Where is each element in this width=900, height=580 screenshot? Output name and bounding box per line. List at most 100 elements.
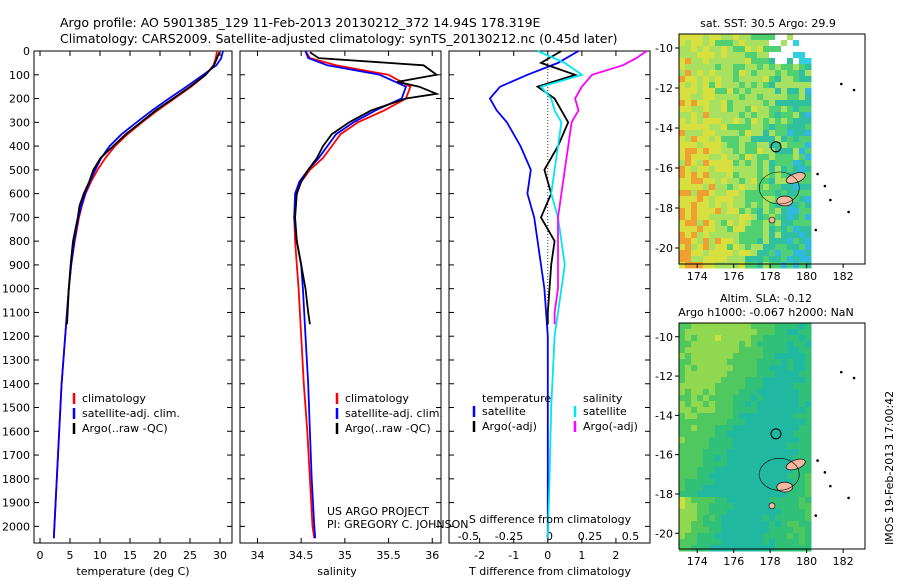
map-cell [691, 262, 698, 269]
map-cell [703, 94, 710, 101]
map-cell [769, 88, 776, 95]
map-cell [721, 196, 728, 203]
map-cell [697, 521, 704, 528]
map-cell [805, 359, 812, 366]
map-cell [763, 341, 770, 348]
map-cell [697, 136, 704, 143]
map-cell [793, 329, 800, 336]
map-cell [799, 136, 806, 143]
map-cell [757, 58, 764, 65]
map-cell [805, 220, 812, 227]
map-cell [709, 112, 716, 119]
map-cell [751, 160, 758, 167]
map-cell [739, 401, 746, 408]
map-cell [691, 232, 698, 239]
map-cell [781, 407, 788, 414]
map-cell [799, 455, 806, 462]
map-cell [781, 172, 788, 179]
map-cell [799, 262, 806, 269]
map-cell [727, 100, 734, 107]
map-cell [799, 485, 806, 492]
map-cell [781, 521, 788, 528]
map-cell [781, 184, 788, 191]
map-cell [775, 130, 782, 137]
map-cell [805, 226, 812, 233]
map-x-tick-label: 174 [687, 270, 708, 283]
map-cell [691, 106, 698, 113]
map-cell [685, 166, 692, 173]
map-cell [691, 395, 698, 402]
map-cell [733, 208, 740, 215]
map-cell [715, 196, 722, 203]
map-cell [733, 262, 740, 269]
map-cell [691, 377, 698, 384]
map-cell [745, 401, 752, 408]
map-cell [787, 383, 794, 390]
map-cell [805, 124, 812, 131]
map-frame [678, 33, 866, 265]
map-cell [787, 208, 794, 215]
map-islet [823, 471, 827, 474]
map-cell [685, 383, 692, 390]
map-cell [799, 88, 806, 95]
map-cell [769, 118, 776, 125]
map-cell [793, 359, 800, 366]
temperature-plot: 0 5 10 15 20 25 300100200300400500600700800900… [2, 45, 232, 562]
map-cell [721, 190, 728, 197]
map-cell [733, 106, 740, 113]
map-cell [781, 208, 788, 215]
map-cell [769, 353, 776, 360]
map-cell [733, 443, 740, 450]
map-cell [757, 172, 764, 179]
map-cell [757, 82, 764, 89]
map-cell [709, 166, 716, 173]
map-islet [852, 88, 856, 92]
map-cell [727, 154, 734, 161]
map-cell [799, 46, 806, 53]
map-cell [733, 244, 740, 251]
map-cell [793, 353, 800, 360]
map-cell [763, 256, 770, 263]
map-cell [781, 545, 788, 552]
map-cell [805, 244, 812, 251]
map-cell [733, 515, 740, 522]
map-cell [763, 112, 770, 119]
map-cell [763, 94, 770, 101]
map-cell [775, 419, 782, 426]
map-cell [751, 389, 758, 396]
map-cell [745, 509, 752, 516]
map-cell [763, 485, 770, 492]
map-cell [757, 160, 764, 167]
map-cell [721, 34, 728, 41]
map-cell [763, 220, 770, 227]
map-cell [715, 443, 722, 450]
map-cell [709, 395, 716, 402]
x-tick-label-top: -0.5 [458, 530, 479, 543]
map-cell [805, 323, 812, 330]
map-cell [745, 359, 752, 366]
map-cell [769, 521, 776, 528]
map-cell [685, 503, 692, 510]
map-cell [721, 202, 728, 209]
map-cell [679, 503, 686, 510]
map-cell [733, 545, 740, 552]
map-cell [697, 425, 704, 432]
map-cell [715, 503, 722, 510]
map-cell [697, 491, 704, 498]
map-cell [781, 509, 788, 516]
map-cell [751, 323, 758, 330]
map-cell [685, 178, 692, 185]
map-cell [709, 491, 716, 498]
map-cell [781, 100, 788, 107]
map-land-viti-levu [776, 481, 794, 493]
map-cell [715, 88, 722, 95]
map-cell [799, 419, 806, 426]
map-cell [799, 347, 806, 354]
map-cell [721, 419, 728, 426]
map-cell [733, 359, 740, 366]
map-cell [781, 82, 788, 89]
map-islet [839, 82, 843, 86]
x-tick-label: 15 [123, 549, 137, 562]
map-cell [727, 437, 734, 444]
map-cell [691, 359, 698, 366]
